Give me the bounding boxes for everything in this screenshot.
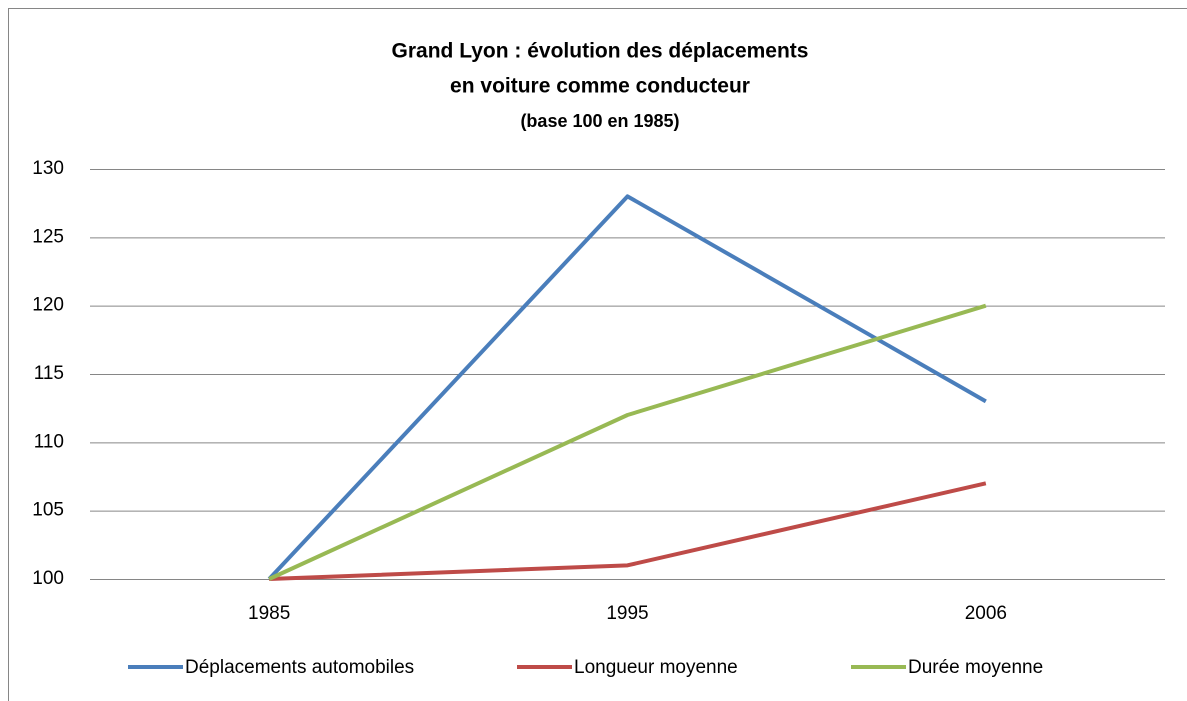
x-tick-label: 1995	[606, 603, 648, 624]
x-tick-label: 1985	[248, 603, 290, 624]
chart-title: Grand Lyon : évolution des déplacements	[392, 40, 809, 63]
y-tick-label: 100	[32, 568, 64, 589]
y-tick-label: 115	[34, 363, 64, 384]
y-tick-label: 110	[34, 431, 64, 452]
series-line	[268, 303, 987, 581]
series-line	[269, 481, 987, 581]
legend-label: Déplacements automobiles	[185, 657, 414, 678]
chart-title: en voiture comme conducteur	[450, 75, 750, 98]
chart-border	[8, 8, 1187, 701]
y-tick-label: 125	[32, 226, 64, 247]
series-line	[267, 194, 987, 581]
legend-label: Durée moyenne	[908, 657, 1043, 678]
y-tick-label: 120	[32, 295, 64, 316]
x-tick-label: 2006	[965, 603, 1007, 624]
legend-label: Longueur moyenne	[574, 657, 738, 678]
y-tick-label: 105	[32, 500, 64, 521]
y-tick-label: 130	[32, 158, 64, 179]
chart-subtitle: (base 100 en 1985)	[520, 111, 679, 131]
